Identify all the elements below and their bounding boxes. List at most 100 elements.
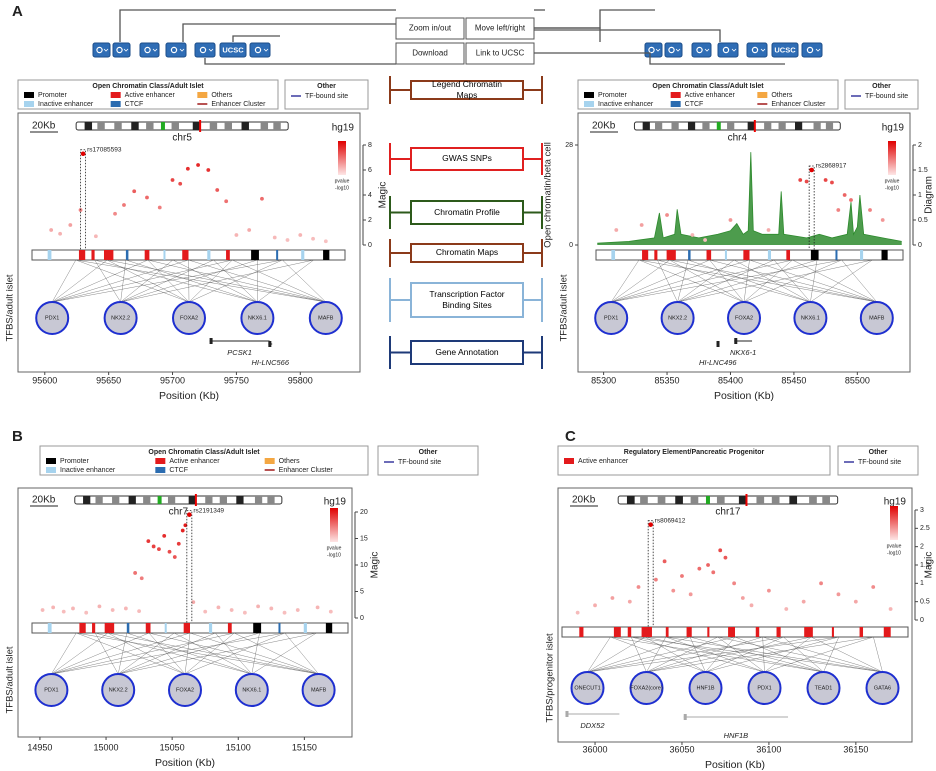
y-tick-label: 1.5 xyxy=(920,562,930,569)
snp-point xyxy=(830,180,834,185)
y-tick-label: 2 xyxy=(918,142,922,149)
snp-point xyxy=(711,570,716,575)
color-scale-caption: pvalue xyxy=(327,545,342,551)
tf-link xyxy=(120,259,214,303)
chromatin-region xyxy=(706,250,712,260)
chromatin-region xyxy=(776,627,781,637)
chromatin-region xyxy=(301,250,305,260)
toolbar-button[interactable] xyxy=(771,42,799,58)
tf-link xyxy=(646,636,667,673)
x-tick-label: 15000 xyxy=(94,742,119,752)
legend-label: TF-bound site xyxy=(398,459,441,466)
tf-label: PDX1 xyxy=(45,315,59,321)
tf-link xyxy=(610,259,640,303)
ideogram-band xyxy=(224,122,232,130)
chromatin-region xyxy=(835,250,838,260)
chromatin-region xyxy=(786,250,791,260)
snp-point xyxy=(853,599,858,604)
ideogram-band xyxy=(655,122,663,130)
snp-point xyxy=(180,528,185,533)
snp-point xyxy=(662,559,667,564)
x-tick-label: 85400 xyxy=(718,375,743,385)
tf-label: NKX2.2 xyxy=(111,315,130,321)
guide-bracket xyxy=(389,196,543,229)
snp-point xyxy=(697,566,702,571)
tf-link xyxy=(188,259,233,303)
tf-node xyxy=(660,301,695,335)
tf-link xyxy=(677,259,689,303)
chromatin-region xyxy=(183,623,190,633)
scale-label: 20Kb xyxy=(32,495,56,506)
toolbar-button[interactable] xyxy=(219,42,247,58)
callout-text: Zoom in/out xyxy=(409,24,452,33)
tf-link xyxy=(148,632,319,675)
guide-bracket xyxy=(389,239,543,267)
ideogram xyxy=(75,121,289,131)
chromatin-region xyxy=(755,627,760,637)
tf-link xyxy=(587,636,784,673)
x-tick-label: 15050 xyxy=(160,742,185,752)
snp-point xyxy=(706,563,710,567)
button-caret xyxy=(123,48,129,52)
tf-node xyxy=(34,673,69,707)
tf-link xyxy=(51,632,235,675)
legend-label: Inactive enhancer xyxy=(598,101,654,108)
tf-link xyxy=(76,632,319,675)
ideogram-band xyxy=(702,122,710,130)
tf-node xyxy=(859,301,894,335)
ideogram-position xyxy=(745,494,748,506)
snp-point xyxy=(229,608,234,612)
snp-point xyxy=(723,555,728,560)
ideogram-band xyxy=(778,122,786,130)
legend-swatch xyxy=(155,467,166,473)
snp-point xyxy=(728,218,733,222)
chromatin-region xyxy=(810,250,819,260)
panel-label: C xyxy=(565,428,576,445)
ideogram-band xyxy=(254,496,263,504)
tf-link xyxy=(117,632,128,675)
tf-link xyxy=(125,259,258,303)
snp-point xyxy=(224,199,229,204)
gene-label: HNF1B xyxy=(724,731,749,740)
profile-tick-label: 0 xyxy=(569,242,573,249)
tf-link xyxy=(677,259,873,303)
callout-text: Move left/right xyxy=(475,24,526,33)
lead-snp-box xyxy=(647,520,654,637)
snp-point xyxy=(671,588,676,593)
tf-link xyxy=(75,259,326,303)
chromatin-region xyxy=(688,250,691,260)
tf-axis-label: TFBS/adult islet xyxy=(559,274,570,341)
tf-label: ONECUT1 xyxy=(574,685,600,691)
legend-swatch xyxy=(24,101,34,107)
plot-frame xyxy=(577,112,911,373)
lead-snp xyxy=(648,522,653,527)
tf-link xyxy=(587,636,736,673)
snp-point xyxy=(323,239,328,244)
chromatin-region xyxy=(182,250,189,260)
snp-point xyxy=(888,607,893,611)
snp-point xyxy=(819,581,823,586)
tf-link xyxy=(705,636,736,673)
lead-snp xyxy=(187,512,192,517)
y-tick-label: 10 xyxy=(360,562,368,569)
ideogram-band xyxy=(789,496,798,504)
guide-text: GWAS SNPs xyxy=(442,153,492,164)
tf-link xyxy=(665,636,765,673)
ideogram-band xyxy=(267,496,275,504)
chromatin-region xyxy=(91,250,95,260)
callout-connector xyxy=(119,9,396,42)
y-tick-label: 1 xyxy=(920,580,924,587)
snp-point xyxy=(145,195,149,200)
snp-point xyxy=(315,605,320,610)
snp-point xyxy=(836,208,841,212)
guide-bracket xyxy=(389,336,543,369)
chromatin-region xyxy=(707,627,710,637)
snp-point xyxy=(690,233,695,237)
callout-connector xyxy=(534,27,601,42)
button-caret xyxy=(704,48,710,52)
chromatin-region xyxy=(627,627,632,637)
legend-box xyxy=(17,79,279,110)
guide-box: Legend Chromatin Maps xyxy=(410,79,524,100)
snp-point xyxy=(256,604,260,609)
